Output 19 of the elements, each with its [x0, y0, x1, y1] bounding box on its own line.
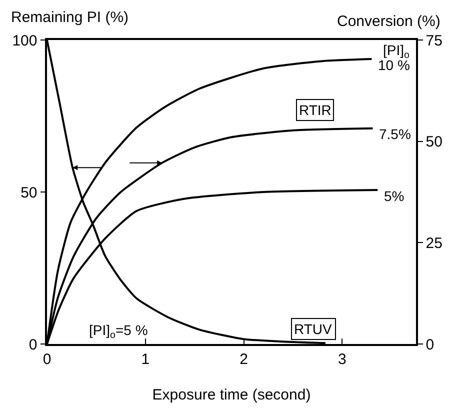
annotation: [PI]$_{o}$=5 % — [89, 322, 148, 341]
annotation: RTIR — [299, 102, 332, 118]
x-axis-title: Exposure time (second) — [152, 386, 311, 404]
series-label: 5% — [384, 188, 404, 204]
x-tick-label: 2 — [240, 350, 248, 368]
x-tick-label: 3 — [338, 350, 346, 368]
y2-tick-label: 0 — [426, 336, 434, 354]
series-label: 7.5% — [379, 126, 411, 142]
y2-axis-title: Conversion (%) — [337, 13, 440, 30]
x-tick-label: 1 — [141, 350, 150, 368]
annotation: RTUV — [294, 321, 333, 337]
y-tick-label: 0 — [28, 336, 38, 354]
x-tick-label: 0 — [42, 350, 52, 368]
y-tick-label: 100 — [12, 32, 38, 50]
y-axis-title: Remaining PI (%) — [11, 9, 129, 26]
y2-tick-label: 50 — [426, 134, 442, 151]
y2-tick-label: 75 — [426, 32, 442, 50]
y2-tick-label: 25 — [426, 234, 442, 252]
y-tick-label: 50 — [20, 184, 38, 202]
